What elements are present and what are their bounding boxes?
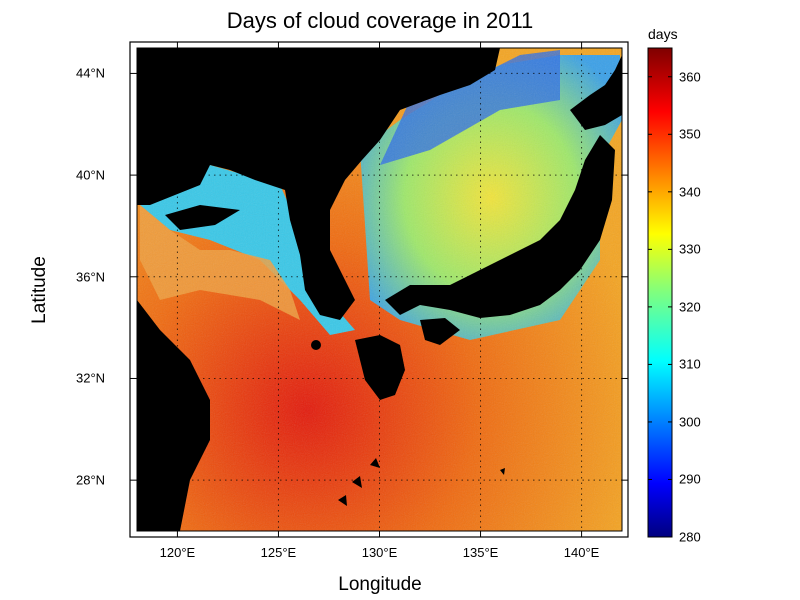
china-coast-south [137,300,210,531]
axis-ticks [130,42,628,537]
colorbar-tick-label: 360 [679,69,701,85]
y-tick-label: 28°N [76,472,106,488]
map-plot-area [137,48,622,531]
colorbar-tick-label: 280 [679,529,701,545]
china-korea-landmass [137,48,500,320]
colorbar-tick-label: 320 [679,299,701,315]
hokkaido [570,55,622,130]
grid-lines [137,48,622,531]
colorbar-ticks [648,76,672,538]
y-tick-label: 44°N [76,65,106,81]
chart-title: Days of cloud coverage in 2011 [226,8,534,33]
y-tick-label: 36°N [76,269,106,285]
y-tick-label: 32°N [76,370,106,386]
colorbar-tick-label: 290 [679,471,701,487]
honshu [385,135,615,318]
y-axis-label: Latitude [29,256,50,324]
colorbar [647,47,673,538]
x-tick-label: 135°E [462,545,499,560]
land-mask [137,48,622,531]
x-tick-label: 130°E [361,545,398,560]
x-tick-label: 140°E [563,545,600,560]
bohai-peninsula [165,205,240,230]
colorbar-units: days [648,26,678,42]
shikoku [420,318,460,345]
x-tick-label: 125°E [260,545,297,560]
x-tick-label: 120°E [159,545,196,560]
colorbar-tick-label: 310 [679,356,701,372]
colorbar-tick-label: 300 [679,414,701,430]
colorbar-tick-label: 330 [679,241,701,257]
colorbar-tick-label: 340 [679,184,701,200]
colorbar-tick-label: 350 [679,126,701,142]
x-axis-label: Longitude [338,574,422,595]
y-tick-label: 40°N [76,167,106,183]
jeju-island [311,340,321,350]
